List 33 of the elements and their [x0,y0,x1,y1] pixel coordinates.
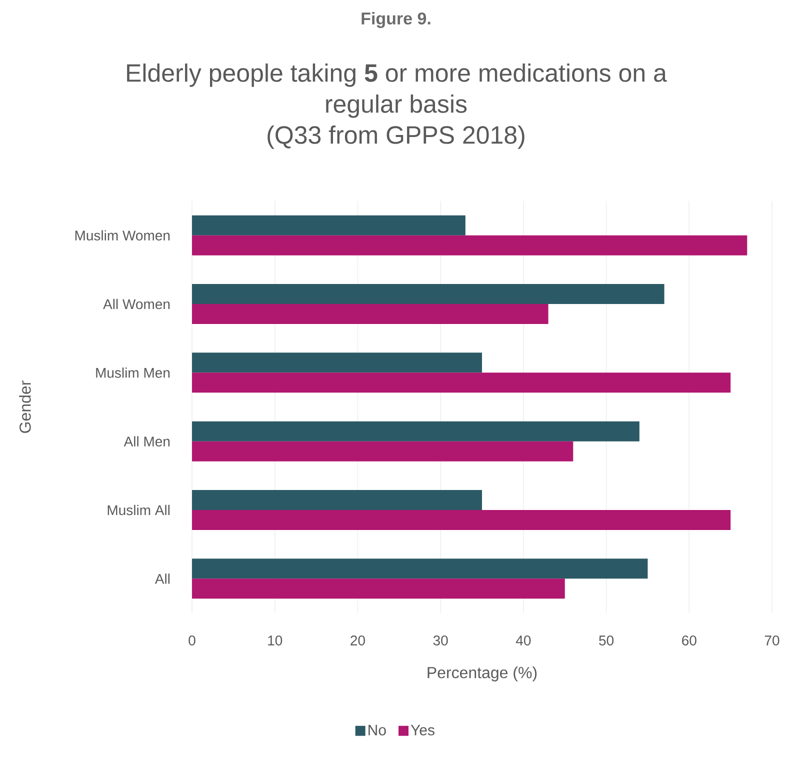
x-tick-label: 60 [682,636,696,646]
bar [192,215,466,236]
y-tick-label: Muslim Men [96,368,170,378]
y-tick-label: Muslim All [108,504,170,516]
y-tick-label: Muslim Women [75,230,170,240]
x-tick-label: 30 [433,636,448,646]
bar [192,510,731,530]
legend-label: Yes [410,724,434,736]
bar [192,304,548,324]
x-tick-label: 20 [350,636,365,646]
x-tick-label: 50 [599,636,614,646]
y-tick-label: All [154,574,170,584]
legend-label: No [368,724,386,736]
x-tick-label: 0 [188,636,196,646]
x-tick-label: 70 [764,636,780,646]
x-tick-label: 40 [516,636,531,646]
bar [192,490,482,510]
chart-subtitle: (Q33 from GPPS 2018) [268,126,524,149]
y-tick-label: All Men [124,436,170,446]
chart-title: Elderly people taking 5 or more medications on a regular basis [127,64,667,118]
bar [192,372,731,393]
y-axis-title: Gender [19,380,31,433]
bar [192,235,748,256]
x-axis-title: Percentage (%) [428,666,537,682]
bar [192,421,640,442]
bar [192,558,648,579]
bar [192,284,664,304]
y-tick-label: All Women [103,298,170,310]
x-tick-label: 10 [268,636,282,646]
bar [192,578,565,599]
caption: Figure 9. [362,12,430,28]
bar [192,352,482,373]
bar [192,441,574,462]
